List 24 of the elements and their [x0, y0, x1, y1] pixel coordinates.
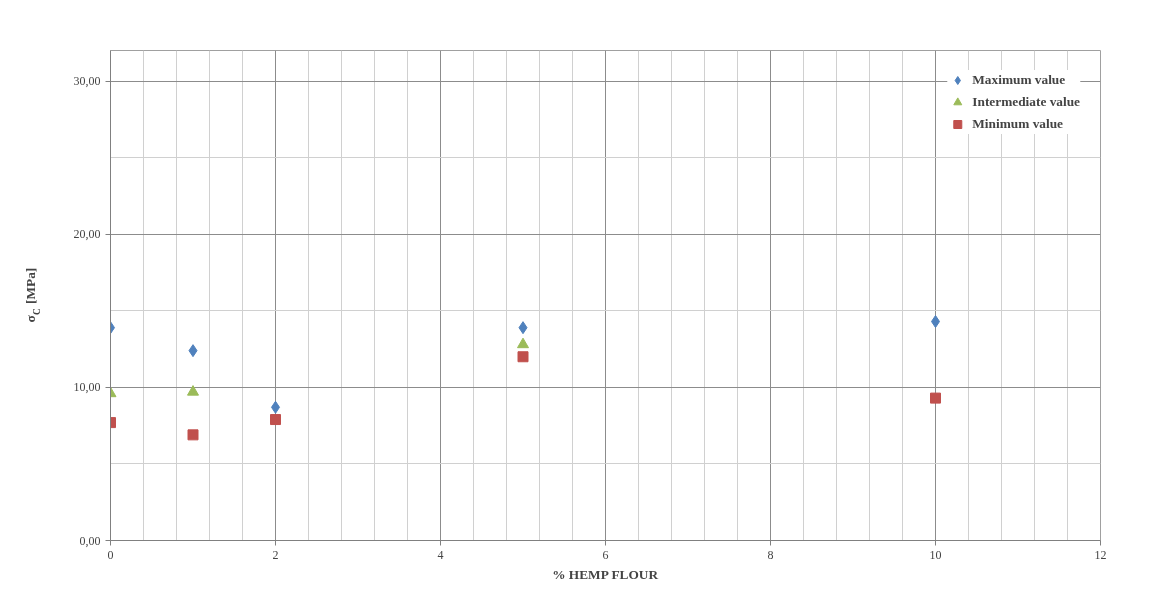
y-tick-label: 30,00 [73, 74, 101, 89]
legend-label: Minimum value [972, 116, 1063, 132]
x-axis-title: % HEMP FLOUR [552, 566, 659, 582]
x-tick-label: 6 [602, 547, 609, 562]
point [187, 429, 199, 441]
point [518, 321, 528, 335]
x-tick-label: 8 [767, 547, 774, 562]
point [517, 337, 529, 349]
y-axis-title: σC [MPa] [23, 267, 42, 323]
point [270, 414, 281, 426]
x-tick-label: 4 [437, 547, 444, 562]
point [517, 351, 529, 363]
point [930, 392, 941, 404]
y-tick-label: 20,00 [73, 227, 101, 242]
legend-label: Maximum value [972, 72, 1066, 88]
y-tick-label: 0,00 [79, 533, 101, 548]
x-tick-label: 0 [107, 547, 114, 562]
x-tick-label: 10 [929, 547, 942, 562]
x-tick-label: 12 [1094, 547, 1107, 562]
point [187, 385, 199, 396]
legend-label: Intermediate value [972, 94, 1080, 110]
y-tick-label: 10,00 [73, 380, 101, 395]
point [188, 344, 198, 358]
x-tick-label: 2 [272, 547, 279, 562]
